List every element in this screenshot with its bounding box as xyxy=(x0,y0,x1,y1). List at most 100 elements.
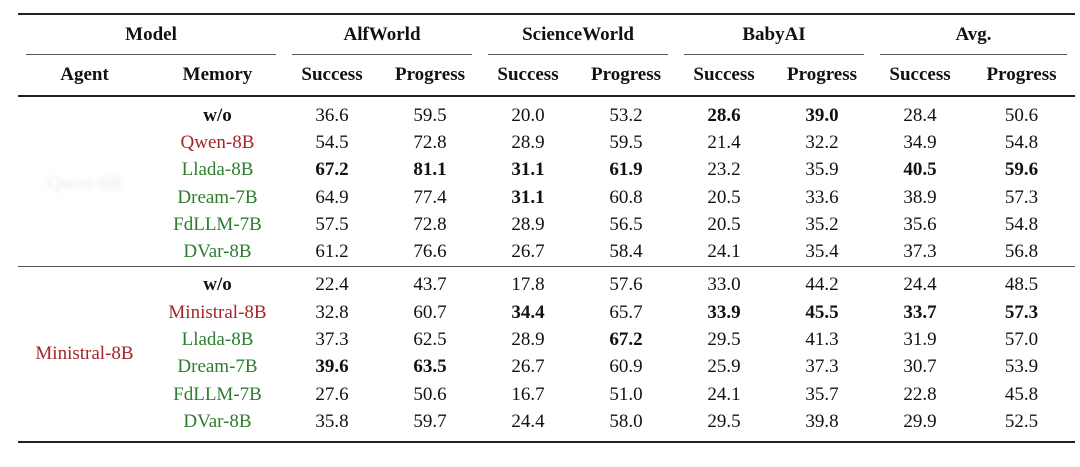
value-cell: 72.8 xyxy=(413,131,447,153)
header-row-metrics: Agent Memory Success Progress Success Pr… xyxy=(18,55,1076,96)
alfworld-progress-header: Progress xyxy=(394,64,465,85)
results-table-container: Model AlfWorld ScienceWorld BabyAI Avg. … xyxy=(18,13,1076,443)
value-cell: 26.7 xyxy=(511,241,545,263)
value-cell: 64.9 xyxy=(315,186,349,208)
table-row: Ministral-8B w/o 22.4 43.7 17.8 57.6 33.0 44.2 2… xyxy=(18,272,1075,363)
value-cell: 23.2 xyxy=(707,159,741,181)
value-cell: 53.2 xyxy=(609,104,643,126)
value-cell: 24.4 xyxy=(511,410,545,432)
value-cell: 65.7 xyxy=(609,301,643,323)
scienceworld-success-header: Success xyxy=(497,64,559,85)
value-cell: 43.7 xyxy=(413,274,447,296)
value-cell: 62.5 xyxy=(413,329,447,351)
value-cell: 59.5 xyxy=(609,131,643,153)
value-cell: 61.2 xyxy=(315,241,349,263)
value-cell: 32.2 xyxy=(805,131,839,153)
value-cell: 53.9 xyxy=(1004,356,1039,378)
value-cell: 59.6 xyxy=(1004,159,1039,181)
value-cell: 24.4 xyxy=(903,274,937,296)
avg-success-header: Success xyxy=(889,64,951,85)
value-cell: 57.3 xyxy=(1004,186,1039,208)
table-row: Qwen-8B w/o 36.6 59.5 20.0 53.2 28.6 39.0 28.4 50… xyxy=(18,102,1075,194)
table-row: Qwen-8B 54.5 72.8 28.9 59.5 21.4 32.2 34.9 54.8 xyxy=(18,129,1075,156)
babyai-success-header: Success xyxy=(693,64,755,85)
value-cell: 26.7 xyxy=(511,356,545,378)
value-cell: 54.8 xyxy=(1004,213,1039,235)
avg-progress-header: Progress xyxy=(986,64,1057,85)
value-cell: 33.7 xyxy=(903,301,937,323)
value-cell: 37.3 xyxy=(315,329,349,351)
memory-cell: Llada-8B xyxy=(181,159,254,181)
scienceworld-progress-header: Progress xyxy=(591,64,662,85)
value-cell: 39.0 xyxy=(805,104,839,126)
alfworld-header: AlfWorld xyxy=(284,14,480,55)
value-cell: 25.9 xyxy=(707,356,741,378)
value-cell: 27.6 xyxy=(315,383,349,405)
value-cell: 29.5 xyxy=(707,329,741,351)
value-cell: 34.4 xyxy=(511,301,545,323)
value-cell: 28.9 xyxy=(511,131,545,153)
value-cell: 45.8 xyxy=(1004,383,1039,405)
scienceworld-header: ScienceWorld xyxy=(480,14,676,55)
value-cell: 56.8 xyxy=(1004,241,1039,263)
table-row: Llada-8B 37.3 62.5 28.9 67.2 29.5 41.3 31.9 57.0 xyxy=(18,326,1075,353)
value-cell: 57.5 xyxy=(315,213,349,235)
value-cell: 45.5 xyxy=(805,301,839,323)
value-cell: 58.4 xyxy=(609,241,643,263)
value-cell: 60.7 xyxy=(413,301,447,323)
memory-header: Memory xyxy=(182,64,253,85)
value-cell: 24.1 xyxy=(707,383,741,405)
value-cell: 63.5 xyxy=(413,356,447,378)
value-cell: 72.8 xyxy=(413,213,447,235)
value-cell: 44.2 xyxy=(805,274,839,296)
memory-cell: FdLLM-7B xyxy=(173,213,262,235)
value-cell: 33.6 xyxy=(805,186,839,208)
value-cell: 35.6 xyxy=(903,213,937,235)
value-cell: 41.3 xyxy=(805,329,839,351)
value-cell: 32.8 xyxy=(315,301,349,323)
value-cell: 38.9 xyxy=(903,186,937,208)
value-cell: 34.9 xyxy=(903,131,937,153)
value-cell: 39.6 xyxy=(315,356,349,378)
value-cell: 20.5 xyxy=(707,213,741,235)
value-cell: 54.5 xyxy=(315,131,349,153)
memory-cell: DVar-8B xyxy=(183,241,252,263)
memory-cell: Llada-8B xyxy=(181,329,254,351)
value-cell: 35.2 xyxy=(805,213,839,235)
value-cell: 28.4 xyxy=(903,104,937,126)
babyai-progress-header: Progress xyxy=(787,64,858,85)
value-cell: 28.9 xyxy=(511,329,545,351)
value-cell: 52.5 xyxy=(1004,410,1039,432)
value-cell: 28.9 xyxy=(511,213,545,235)
value-cell: 35.7 xyxy=(805,383,839,405)
table-bottom-rule xyxy=(18,436,1076,442)
value-cell: 59.7 xyxy=(413,410,447,432)
agent-header: Agent xyxy=(60,64,109,85)
value-cell: 29.9 xyxy=(903,410,937,432)
value-cell: 59.5 xyxy=(413,104,447,126)
results-body: Qwen-8B w/o 36.6 59.5 20.0 53.2 28.6 39.0 28.4 50… xyxy=(18,96,1076,442)
table-row: DVar-8B 61.2 76.6 26.7 58.4 24.1 35.4 37.3 56.8 xyxy=(18,238,1075,266)
value-cell: 40.5 xyxy=(903,159,937,181)
table-row: Llada-8B 67.2 81.1 31.1 61.9 23.2 35.9 40.5 59.6 xyxy=(18,157,1075,184)
value-cell: 17.8 xyxy=(511,274,545,296)
value-cell: 37.3 xyxy=(805,356,839,378)
table-row: FdLLM-7B 57.5 72.8 28.9 56.5 20.5 35.2 35.6 54.8 xyxy=(18,211,1075,238)
memory-cell: Dream-7B xyxy=(177,186,258,208)
value-cell: 67.2 xyxy=(609,329,643,351)
value-cell: 57.6 xyxy=(609,274,643,296)
table-row: Dream-7B 39.6 63.5 26.7 60.9 25.9 37.3 30.7 53.9 xyxy=(18,354,1075,381)
value-cell: 33.0 xyxy=(707,274,741,296)
value-cell: 16.7 xyxy=(511,383,545,405)
value-cell: 60.9 xyxy=(609,356,643,378)
table-row: FdLLM-7B 27.6 50.6 16.7 51.0 24.1 35.7 22.8 45.8 xyxy=(18,381,1075,408)
value-cell: 67.2 xyxy=(315,159,349,181)
value-cell: 58.0 xyxy=(609,410,643,432)
value-cell: 35.8 xyxy=(315,410,349,432)
value-cell: 28.6 xyxy=(707,104,741,126)
value-cell: 51.0 xyxy=(609,383,643,405)
model-header: Model xyxy=(18,14,284,55)
value-cell: 31.1 xyxy=(511,159,545,181)
value-cell: 37.3 xyxy=(903,241,937,263)
alfworld-success-header: Success xyxy=(301,64,363,85)
